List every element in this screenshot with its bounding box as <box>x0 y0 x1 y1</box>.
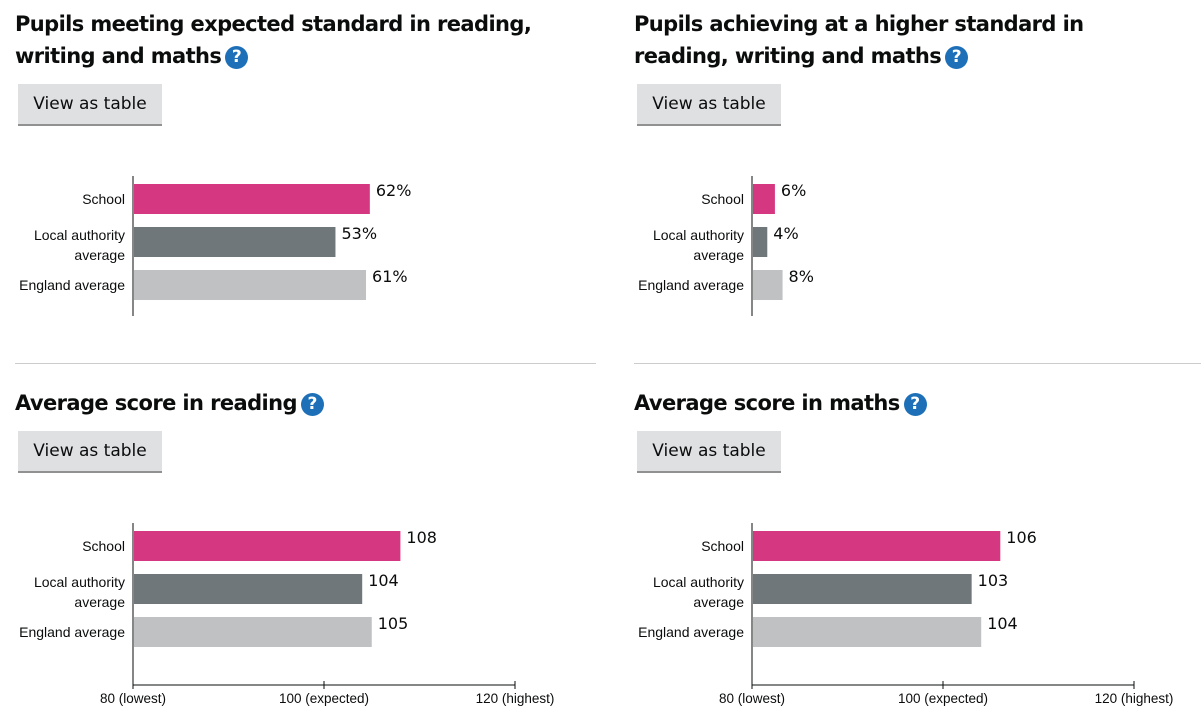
label-local-authority: Local authority average <box>34 574 125 610</box>
label-school: School <box>701 191 744 207</box>
label-england: England average <box>19 277 125 293</box>
panel-title-text: Pupils meeting expected standard in read… <box>15 12 532 68</box>
panel-title-text: Average score in maths <box>634 391 900 415</box>
chart-maths-score: 106 School 103 Local authority average 104 Eng… <box>638 523 1174 706</box>
value-label-local-authority: 53% <box>341 224 377 243</box>
bar-local-authority <box>134 574 363 604</box>
x-tick-label: 120 (highest) <box>1095 691 1174 706</box>
x-tick-label: 100 (expected) <box>279 691 369 706</box>
label-school: School <box>82 191 125 207</box>
bar-england <box>753 270 783 300</box>
chart-panel-reading-score: Average score in reading? View as table … <box>15 387 595 707</box>
label-school: School <box>82 538 125 554</box>
label-england: England average <box>638 624 744 640</box>
value-label-england: 105 <box>378 614 409 633</box>
bar-local-authority <box>753 227 768 257</box>
chart-reading-score: 108 School 104 Local authority average 105 Eng… <box>19 523 555 706</box>
view-as-table-button[interactable]: View as table <box>637 84 781 126</box>
bar-school <box>134 184 370 214</box>
question-mark-icon[interactable]: ? <box>945 46 969 69</box>
question-mark-icon[interactable]: ? <box>225 46 249 69</box>
value-label-england: 61% <box>372 267 408 286</box>
section-divider <box>15 363 596 364</box>
section-divider <box>634 363 1201 364</box>
chart-panel-higher-standard: Pupils achieving at a higher standard in… <box>634 8 1201 328</box>
value-label-local-authority: 4% <box>773 224 798 243</box>
value-label-england: 104 <box>987 614 1018 633</box>
panel-title: Pupils achieving at a higher standard in… <box>634 8 1154 72</box>
chart-expected-standard: 62% School 53% Local authority average 61% Eng… <box>19 176 412 316</box>
label-england: England average <box>638 277 744 293</box>
label-school: School <box>701 538 744 554</box>
panel-title-text: Pupils achieving at a higher standard in… <box>634 12 1084 68</box>
bar-england <box>134 617 372 647</box>
chart-higher-standard: 6% School 4% Local authority average 8% Englan… <box>638 176 814 316</box>
bar-england <box>753 617 982 647</box>
chart-panel-expected-standard: Pupils meeting expected standard in read… <box>15 8 595 328</box>
question-mark-icon[interactable]: ? <box>300 393 324 416</box>
label-local-authority: Local authority average <box>34 227 125 263</box>
question-mark-icon[interactable]: ? <box>903 393 927 416</box>
x-tick-label: 80 (lowest) <box>719 691 785 706</box>
chart-panel-maths-score: Average score in maths? View as table 10… <box>634 387 1201 707</box>
value-label-school: 106 <box>1006 528 1037 547</box>
panel-title: Pupils meeting expected standard in read… <box>15 8 590 72</box>
label-england: England average <box>19 624 125 640</box>
bar-school <box>753 531 1001 561</box>
value-label-school: 6% <box>781 181 806 200</box>
bar-local-authority <box>753 574 972 604</box>
value-label-local-authority: 103 <box>978 571 1009 590</box>
view-as-table-button[interactable]: View as table <box>18 431 162 473</box>
value-label-local-authority: 104 <box>368 571 399 590</box>
view-as-table-button[interactable]: View as table <box>18 84 162 126</box>
bar-england <box>134 270 367 300</box>
value-label-school: 108 <box>406 528 437 547</box>
value-label-england: 8% <box>789 267 814 286</box>
view-as-table-button[interactable]: View as table <box>637 431 781 473</box>
label-local-authority: Local authority average <box>653 227 744 263</box>
bar-local-authority <box>134 227 336 257</box>
x-tick-label: 120 (highest) <box>476 691 555 706</box>
value-label-school: 62% <box>376 181 412 200</box>
panel-title: Average score in maths? <box>634 387 1154 419</box>
panel-title: Average score in reading? <box>15 387 590 419</box>
panel-title-text: Average score in reading <box>15 391 297 415</box>
x-tick-label: 100 (expected) <box>898 691 988 706</box>
label-local-authority: Local authority average <box>653 574 744 610</box>
bar-school <box>753 184 775 214</box>
x-tick-label: 80 (lowest) <box>100 691 166 706</box>
bar-school <box>134 531 401 561</box>
